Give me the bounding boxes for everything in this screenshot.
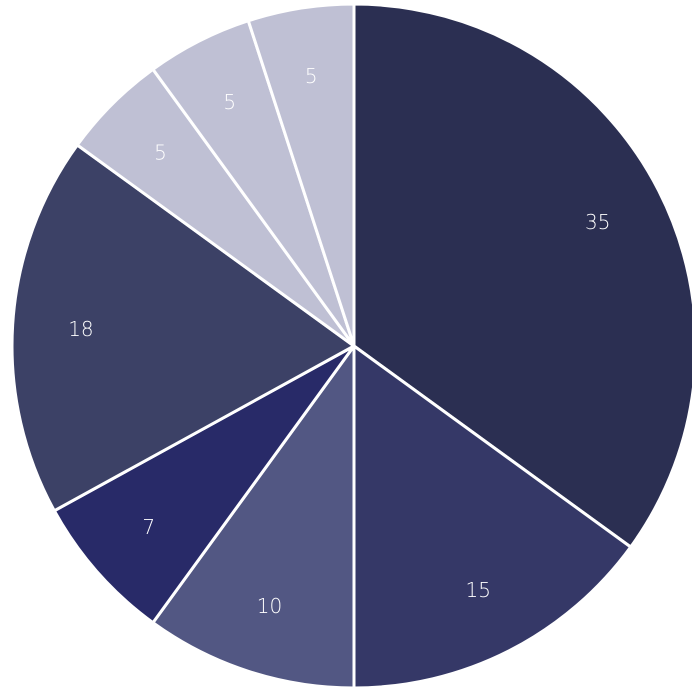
pie-slice-1 <box>352 2 692 549</box>
pie-slice-label-8: 5 <box>305 64 318 88</box>
pie-labels: 35 15 10 7 18 5 5 5 <box>68 64 610 618</box>
pie-slices <box>10 2 692 690</box>
pie-slice-label-6: 5 <box>154 141 167 165</box>
pie-slice-3 <box>151 344 356 690</box>
pie-slice-5 <box>10 143 356 513</box>
pie-slice-label-5: 18 <box>68 317 93 341</box>
pie-slice-4 <box>52 344 356 625</box>
pie-slice-label-2: 15 <box>465 578 490 602</box>
pie-slice-label-3: 10 <box>257 594 282 618</box>
pie-slice-2 <box>352 344 633 690</box>
pie-slice-label-7: 5 <box>223 90 236 114</box>
pie-slice-label-1: 35 <box>585 210 610 234</box>
pie-slice-8 <box>246 2 356 348</box>
pie-slice-label-4: 7 <box>142 515 155 539</box>
